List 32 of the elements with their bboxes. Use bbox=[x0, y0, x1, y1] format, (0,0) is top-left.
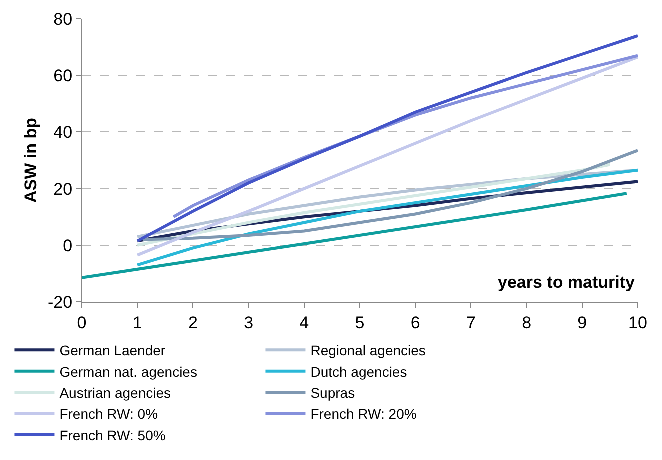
legend-label: French RW: 0% bbox=[60, 406, 158, 422]
y-tick-label: 60 bbox=[54, 66, 73, 86]
x-tick-label: 9 bbox=[578, 313, 588, 332]
legend-label: Supras bbox=[310, 385, 356, 402]
x-tick-label: 6 bbox=[410, 313, 420, 332]
x-tick-label: 2 bbox=[188, 313, 198, 332]
x-tick-label: 3 bbox=[244, 313, 254, 332]
line-series bbox=[136, 168, 638, 267]
x-tick-label: 4 bbox=[300, 313, 310, 332]
legend-label: Austrian agencies bbox=[60, 385, 172, 402]
legend-label: German nat. agencies bbox=[60, 364, 198, 380]
x-tick-label: 7 bbox=[466, 313, 476, 332]
y-tick-label: 80 bbox=[54, 10, 73, 29]
legend-label: French RW: 20% bbox=[310, 406, 417, 422]
line-series bbox=[136, 56, 638, 257]
x-tick-label: 0 bbox=[77, 313, 87, 332]
y-tick-label: -20 bbox=[48, 292, 73, 312]
x-axis-title: years to maturity bbox=[498, 273, 636, 292]
legend-label: French RW: 50% bbox=[60, 427, 166, 444]
line-series bbox=[142, 149, 638, 242]
x-tick-label: 8 bbox=[522, 313, 532, 332]
x-tick-label: 1 bbox=[132, 313, 142, 332]
legend-label: Dutch agencies bbox=[310, 364, 408, 380]
legend-label: German Laender bbox=[60, 342, 166, 359]
legend-label: Regional agencies bbox=[310, 342, 426, 359]
y-axis-title: ASW in bp bbox=[22, 118, 41, 203]
y-tick-label: 0 bbox=[63, 236, 73, 256]
x-tick-label: 10 bbox=[628, 313, 648, 332]
line-series bbox=[136, 34, 638, 243]
y-tick-label: 20 bbox=[54, 180, 73, 199]
x-tick-label: 5 bbox=[355, 313, 365, 332]
y-tick-label: 40 bbox=[54, 123, 73, 142]
